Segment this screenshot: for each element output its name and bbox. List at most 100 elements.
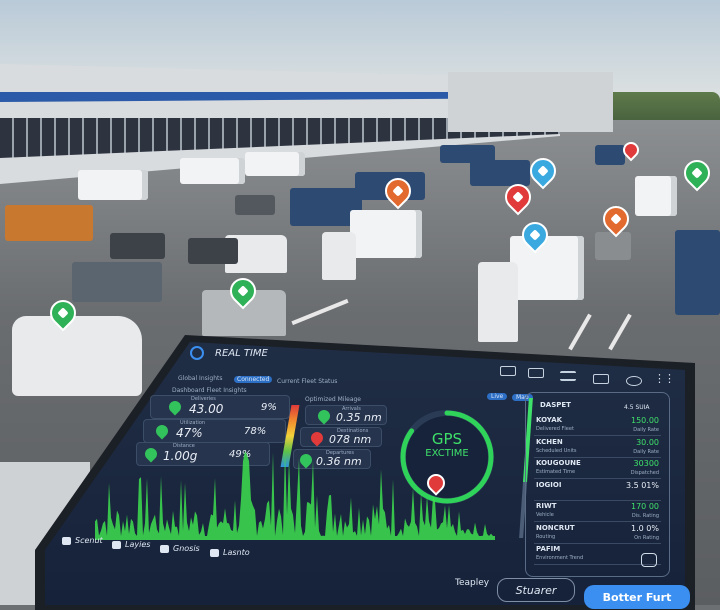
summary-row[interactable]: RIWT Vehicle 170 00 Dis. Rating [534,501,661,522]
primary-button[interactable]: Botter Furt [584,585,690,609]
summary-row[interactable]: PAFIM Environment Trend [534,544,661,565]
summary-row[interactable]: KOUGOUNE Estimated Time 30300 Dispatched [534,458,661,479]
pie-icon [112,540,121,549]
card-value: 078 nm [329,433,372,446]
app-title: REAL TIME [215,348,268,359]
summary-row[interactable]: NONCRUT Routing 1.0 0% On Rating [534,523,661,544]
warehouse-stripe [0,92,560,102]
map-pin-icon [315,407,333,425]
row-value: 1.0 0% [631,523,659,533]
truck [245,152,305,176]
home-icon[interactable] [500,366,516,376]
card-value: 0.36 nm [316,455,362,468]
card-label: Departures [326,450,354,456]
container [470,160,530,186]
menu-icon[interactable] [560,371,576,381]
card-value: 0.35 nm [336,411,382,424]
row-sub: Scheduled Units [536,447,577,454]
car [110,233,165,259]
card-value: 47% [176,426,203,440]
list-icon [62,536,71,545]
camera-icon[interactable] [641,553,657,567]
secondary-button[interactable]: Stuarer [497,578,575,602]
nav-label: Layies [125,540,151,549]
card-label: Utilization [180,420,206,426]
nav-label: Lasnto [223,548,250,557]
container [440,145,495,163]
eye-icon[interactable] [626,376,642,386]
card-value: 43.00 [189,402,224,416]
mileage-card[interactable]: Departures 0.36 nm [293,449,371,469]
right-panel: DASPET 4.5 SUIA KOYAK Delivered Fleet 15… [525,392,670,577]
chip-map[interactable]: Map [512,394,533,401]
truck [350,210,422,258]
nav-item-scenut[interactable]: Scenut [62,536,103,545]
container [675,230,720,315]
stat-card[interactable]: Deliveries 43.00 9% [150,395,290,419]
car [595,232,631,260]
gauge-line1: GPS [431,430,463,448]
nav-label: Scenut [75,536,103,545]
chart-area [95,449,495,540]
chip-live[interactable]: Live [487,393,508,400]
row-title: IOGIOI [536,480,562,489]
row-title: KOUGOUNE [536,459,581,467]
stat-card[interactable]: Utilization 47% 78% [143,419,286,443]
row-value-sub: On Rating [634,534,659,541]
trees [600,92,720,120]
truck [180,158,245,184]
truck-cab [478,262,518,342]
grid-icon[interactable]: ⋮⋮ [654,372,675,385]
car [235,195,275,215]
row-value-sub: Daily Rate [633,427,659,433]
nav-label: Gnosis [173,544,200,553]
mid-heading: Optimized Mileage [305,396,361,403]
row-title: PAFIM [536,545,561,553]
container [595,145,625,165]
activity-chart [95,449,495,540]
row-sub: Estimated Time [536,469,576,475]
right-heading: DASPET [540,401,571,409]
card-percent: 9% [261,402,277,413]
card-percent: 78% [244,426,267,437]
hand-icon [160,544,169,553]
container [5,205,93,241]
footer-text: Teapley [455,578,490,588]
nav-item-gnosis[interactable]: Gnosis [160,544,200,553]
row-title: KCHEN [536,437,563,446]
summary-row[interactable]: KCHEN Scheduled Units 30.00 Daily Rate [534,437,661,458]
nav-item-layies[interactable]: Layies [112,540,150,549]
card-percent: 49% [229,449,252,460]
gauge-arc [400,410,494,504]
truck-cab [322,232,356,280]
gauge-line2: EXCTIME [425,448,469,459]
row-value: 150.00 [631,416,659,425]
tab-fleet-status[interactable]: Current Fleet Status [277,378,338,385]
nav-item-lasnto[interactable]: Lasnto [210,548,250,557]
tab-global[interactable]: Global Insights [178,375,223,382]
battery-icon[interactable] [593,374,609,384]
mileage-card[interactable]: Arrivals 0.35 nm [305,405,387,425]
car [188,238,238,264]
trailer [72,262,162,302]
summary-row[interactable]: KOYAK Delivered Fleet 150.00 Daily Rate [534,415,661,436]
mileage-card[interactable]: Destinations 078 nm [300,427,382,447]
globe-icon [190,346,204,360]
grid-icon [210,548,219,557]
row-sub: Vehicle [536,512,554,518]
summary-row[interactable]: IOGIOI 3.5 01% [534,480,661,501]
truck [635,176,677,216]
gps-gauge [400,410,494,504]
card-label: Deliveries [191,396,216,402]
map-pin-icon [166,398,184,416]
card-label: Distance [173,443,195,449]
tab-connected[interactable]: Connected [234,376,273,383]
truck [510,236,584,300]
row-value: 3.5 01% [625,480,659,490]
row-value-sub: Dispatched [630,470,659,476]
left-heading: Dashboard Fleet Insights [172,387,247,394]
truck-icon[interactable] [528,368,544,378]
card-label: Destinations [337,428,369,434]
warehouse-annex [448,72,613,132]
row-value: 30.00 [636,437,659,447]
